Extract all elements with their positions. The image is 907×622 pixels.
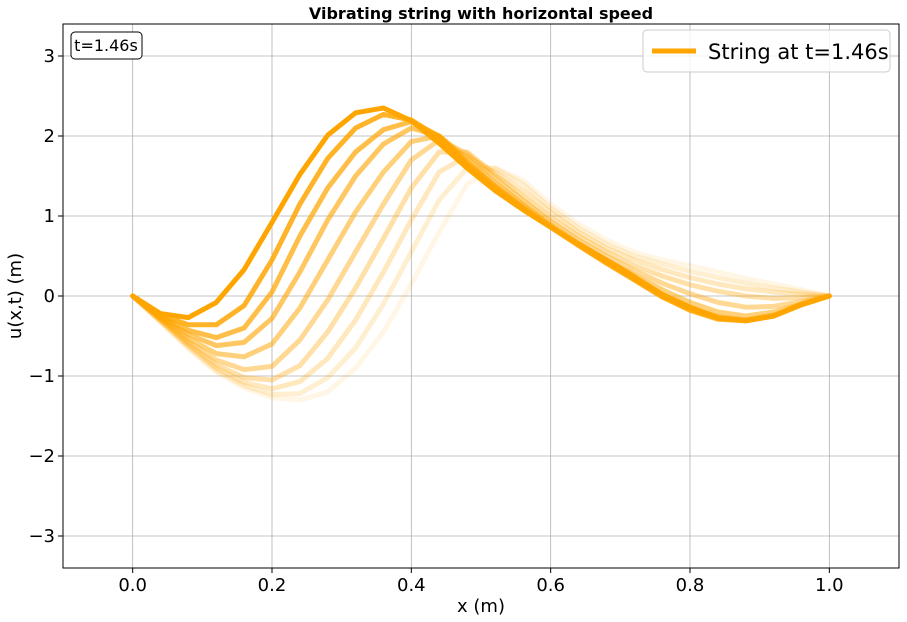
series-line-current — [130, 105, 832, 324]
y-tick-label: −2 — [28, 446, 55, 467]
y-tick-label: −1 — [28, 366, 55, 387]
legend: String at t=1.46s — [642, 29, 891, 73]
y-tick-label: 1 — [44, 206, 55, 227]
x-tick-label: 1.0 — [815, 575, 844, 596]
chart-title: Vibrating string with horizontal speed — [309, 4, 653, 23]
y-axis-label: u(x,t) (m) — [5, 253, 26, 339]
y-tick-label: 0 — [44, 286, 55, 307]
series-line-trail — [130, 153, 832, 392]
x-axis-label: x (m) — [457, 596, 505, 617]
y-tick-label: 2 — [44, 126, 55, 147]
series-line-trail — [130, 133, 832, 360]
time-annotation-text: t=1.46s — [74, 36, 138, 55]
series-line-trail — [130, 137, 832, 373]
legend-box — [642, 29, 891, 73]
x-tick-label: 0.6 — [536, 575, 565, 596]
x-tick-label: 0.0 — [118, 575, 147, 596]
x-axis: 0.0 0.2 0.4 0.6 0.8 1.0 — [118, 568, 844, 596]
series-layer — [130, 105, 832, 403]
time-annotation-box — [70, 31, 143, 60]
series-line-trail — [130, 149, 832, 383]
x-tick-label: 0.8 — [676, 575, 705, 596]
y-tick-label: −3 — [28, 526, 55, 547]
y-axis: −3 −2 −1 0 1 2 3 — [28, 46, 63, 547]
x-tick-label: 0.4 — [397, 575, 426, 596]
y-tick-label: 3 — [44, 46, 55, 67]
x-tick-label: 0.2 — [258, 575, 287, 596]
time-annotation: t=1.46s — [70, 31, 143, 60]
legend-entry: String at t=1.46s — [708, 40, 889, 64]
